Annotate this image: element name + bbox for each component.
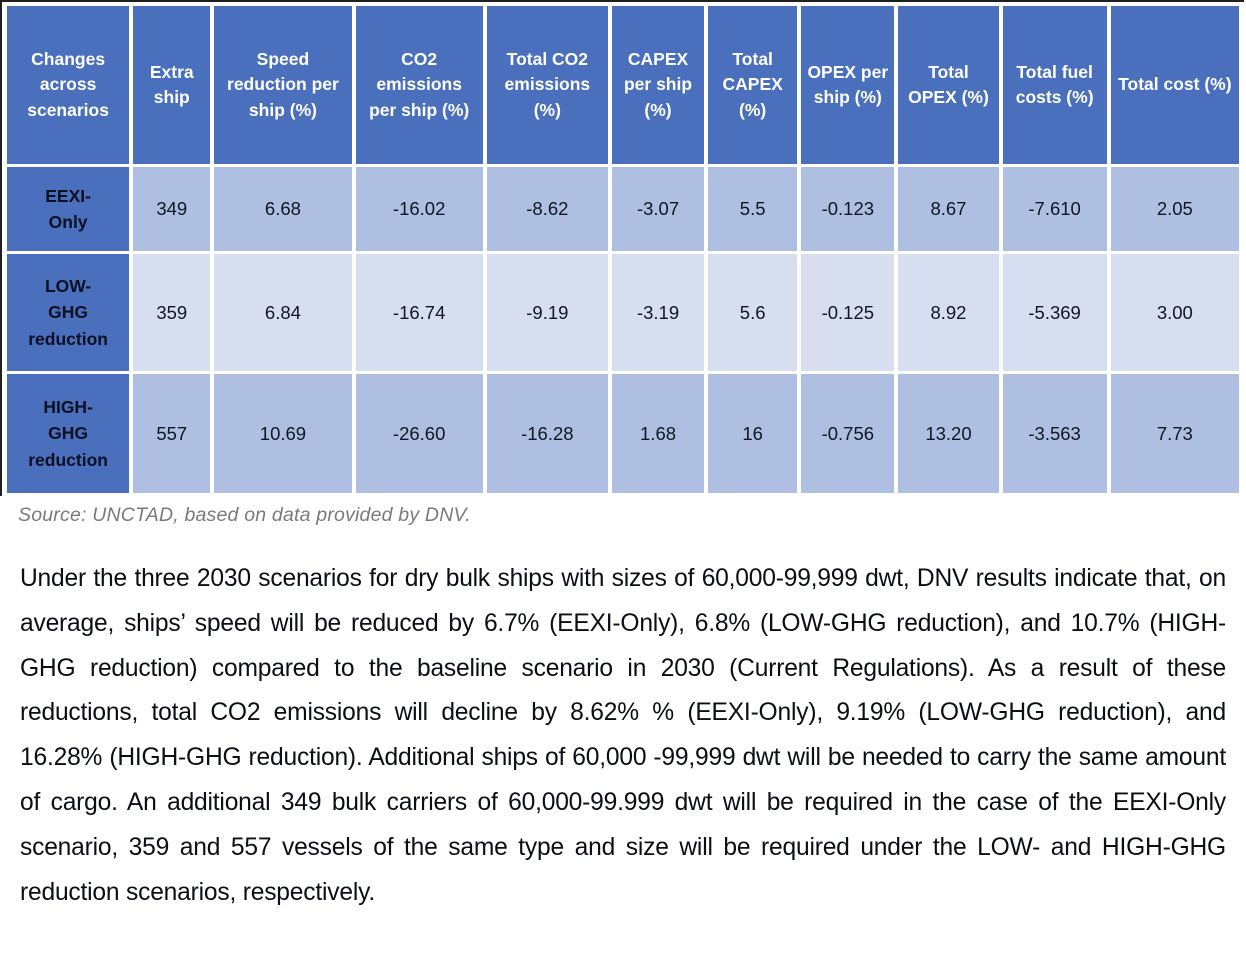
column-header: CAPEX per ship (%) bbox=[611, 6, 705, 164]
data-cell: 10.69 bbox=[214, 374, 352, 493]
data-cell: -0.756 bbox=[801, 374, 895, 493]
data-cell: 349 bbox=[133, 167, 211, 251]
data-cell: 13.20 bbox=[898, 374, 999, 493]
data-cell: 8.92 bbox=[898, 254, 999, 371]
source-note: Source: UNCTAD, based on data provided b… bbox=[18, 504, 471, 526]
column-header: Changes across scenarios bbox=[7, 6, 130, 164]
data-cell: 2.05 bbox=[1110, 167, 1239, 251]
data-cell: 557 bbox=[133, 374, 211, 493]
column-header: Total OPEX (%) bbox=[898, 6, 999, 164]
column-header: Total cost (%) bbox=[1110, 6, 1239, 164]
data-cell: -0.123 bbox=[801, 167, 895, 251]
data-cell: -16.28 bbox=[486, 374, 608, 493]
data-cell: 5.6 bbox=[708, 254, 798, 371]
table-body: EEXI- Only 349 6.68 -16.02 -8.62 -3.07 5.5 -0.1… bbox=[7, 167, 1239, 493]
data-cell: -16.02 bbox=[355, 167, 483, 251]
data-cell: -5.369 bbox=[1002, 254, 1107, 371]
data-cell: 6.84 bbox=[214, 254, 352, 371]
data-cell: -9.19 bbox=[486, 254, 608, 371]
data-cell: 359 bbox=[133, 254, 211, 371]
data-cell: -0.125 bbox=[801, 254, 895, 371]
data-cell: -3.563 bbox=[1002, 374, 1107, 493]
data-cell: 1.68 bbox=[611, 374, 705, 493]
table-row: EEXI- Only 349 6.68 -16.02 -8.62 -3.07 5.5 -0.1… bbox=[7, 167, 1239, 251]
column-header: Total CAPEX (%) bbox=[708, 6, 798, 164]
data-cell: -3.07 bbox=[611, 167, 705, 251]
data-cell: 3.00 bbox=[1110, 254, 1239, 371]
data-cell: 5.5 bbox=[708, 167, 798, 251]
data-cell: 8.67 bbox=[898, 167, 999, 251]
scenarios-table-container: Changes across scenarios Extra ship Speed … bbox=[0, 0, 1244, 496]
row-header: HIGH- GHG reduction bbox=[7, 374, 130, 493]
column-header: CO2 emissions per ship (%) bbox=[355, 6, 483, 164]
row-header: EEXI- Only bbox=[7, 167, 130, 251]
column-header: OPEX per ship (%) bbox=[801, 6, 895, 164]
data-cell: 16 bbox=[708, 374, 798, 493]
data-cell: 7.73 bbox=[1110, 374, 1239, 493]
data-cell: -7.610 bbox=[1002, 167, 1107, 251]
data-cell: -26.60 bbox=[355, 374, 483, 493]
column-header: Total fuel costs (%) bbox=[1002, 6, 1107, 164]
data-cell: -3.19 bbox=[611, 254, 705, 371]
data-cell: -16.74 bbox=[355, 254, 483, 371]
row-header: LOW- GHG reduction bbox=[7, 254, 130, 371]
column-header: Extra ship bbox=[133, 6, 211, 164]
data-cell: 6.68 bbox=[214, 167, 352, 251]
table-row: LOW- GHG reduction 359 6.84 -16.74 -9.19 -3.1… bbox=[7, 254, 1239, 371]
body-paragraph: Under the three 2030 scenarios for dry b… bbox=[20, 565, 1226, 906]
column-header: Total CO2 emissions (%) bbox=[486, 6, 608, 164]
scenarios-table: Changes across scenarios Extra ship Speed … bbox=[3, 3, 1243, 496]
data-cell: -8.62 bbox=[486, 167, 608, 251]
header-row: Changes across scenarios Extra ship Speed … bbox=[7, 6, 1239, 164]
column-header: Speed reduction per ship (%) bbox=[214, 6, 352, 164]
table-row: HIGH- GHG reduction 557 10.69 -26.60 -16.28 1… bbox=[7, 374, 1239, 493]
